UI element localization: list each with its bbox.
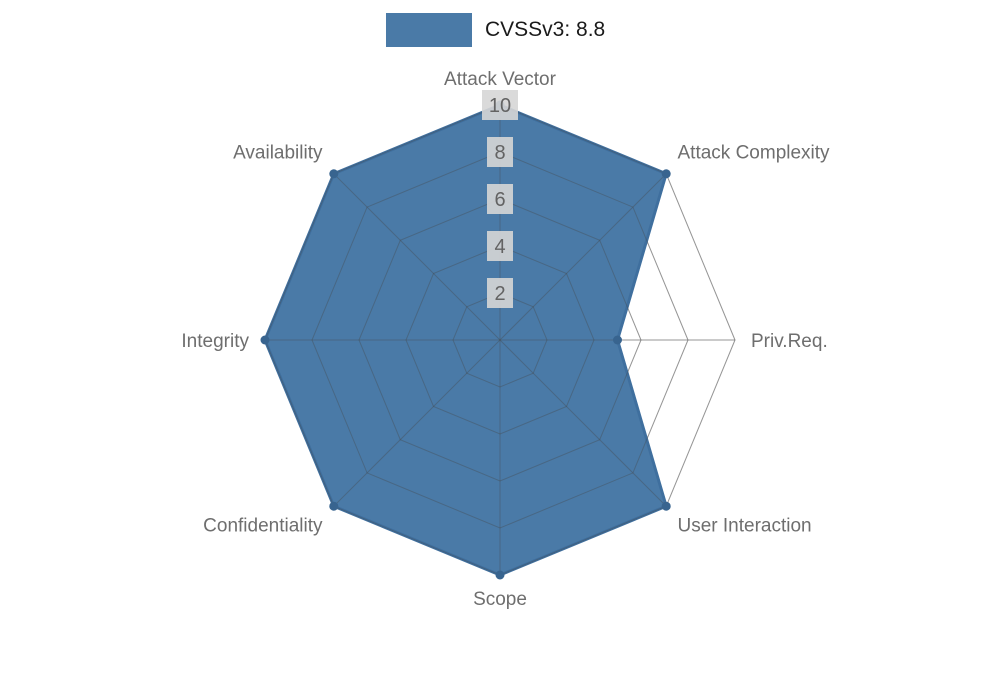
axis-label: Attack Complexity xyxy=(678,143,831,164)
axis-label: Scope xyxy=(473,589,527,610)
data-point-marker xyxy=(329,501,339,511)
legend-swatch xyxy=(385,13,472,47)
tick-label-bg xyxy=(487,231,513,261)
axis-label: Priv.Req. xyxy=(751,331,828,352)
axis-label: Availability xyxy=(233,143,323,164)
axis-spoke-overlay xyxy=(499,339,667,507)
data-point-marker xyxy=(495,570,505,580)
tick-label-bg xyxy=(487,137,513,167)
tick-label: 4 xyxy=(494,236,505,258)
data-point-marker xyxy=(661,169,671,179)
chart-legend: CVSSv3: 8.8 xyxy=(385,13,606,47)
data-point-marker xyxy=(260,335,270,345)
grid-ring-overlay xyxy=(311,151,689,529)
axis-spoke-overlay xyxy=(499,173,667,341)
tick-label-bg xyxy=(482,90,518,120)
legend-label: CVSSv3: 8.8 xyxy=(484,18,606,41)
data-point-marker xyxy=(329,169,339,179)
tick-label: 10 xyxy=(489,95,511,117)
tick-label-bg xyxy=(487,184,513,214)
data-point-marker xyxy=(661,501,671,511)
axis-spoke-overlay xyxy=(333,173,501,341)
tick-label: 6 xyxy=(494,189,505,211)
axis-label: User Interaction xyxy=(678,516,812,537)
axis-spoke-overlay xyxy=(333,339,501,507)
data-point-marker xyxy=(613,335,622,345)
axis-label: Confidentiality xyxy=(203,516,323,537)
tick-label: 2 xyxy=(494,283,505,305)
tick-label-bg xyxy=(487,278,513,308)
tick-label: 8 xyxy=(494,142,505,164)
grid-ring-overlay xyxy=(405,245,595,435)
axis-label: Attack Vector xyxy=(444,69,557,90)
grid-ring-overlay xyxy=(358,198,642,482)
grid-ring-overlay xyxy=(452,292,548,388)
axis-label: Integrity xyxy=(181,331,249,352)
